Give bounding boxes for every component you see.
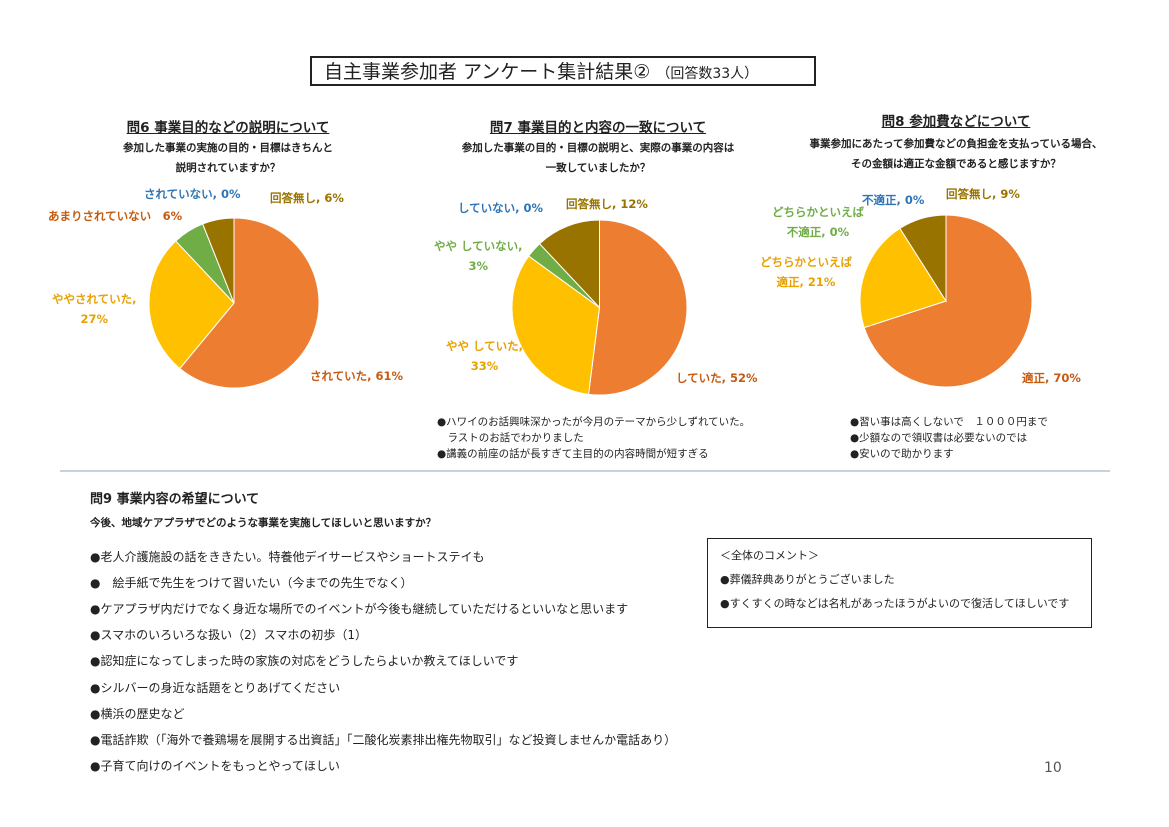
page-title: 自主事業参加者 アンケート集計結果② （回答数33人） bbox=[310, 56, 816, 86]
pie-slice bbox=[148, 240, 235, 370]
q8-label-unfair: 不適正, 0% bbox=[862, 190, 924, 210]
q8-label-fair-text: 適正, 70% bbox=[1022, 371, 1081, 385]
q7-label-slightly-not: やや していない, 3% bbox=[434, 236, 523, 276]
q7-question-line: 参加した事業の目的・目標の説明と、実際の事業の内容は bbox=[461, 142, 735, 154]
q8-label-somewhat-fair: どちらかといえば 適正, 21% bbox=[760, 252, 852, 292]
q8-note: ●習い事は高くしないで １０００円まで bbox=[850, 416, 1048, 428]
q8-note: ●少額なので領収書は必要ないのでは bbox=[850, 432, 1028, 444]
q6-label-somewhat: ややされていた, 27% bbox=[52, 289, 137, 329]
q7-question-line: 一致していましたか？ bbox=[545, 162, 651, 174]
q7-label-no-text: していない, 0% bbox=[458, 201, 544, 215]
q8-pie-chart bbox=[859, 214, 1033, 388]
q9-item: ●スマホのいろいろな扱い（2）スマホの初歩（1） bbox=[90, 628, 368, 642]
respondent-count: （回答数33人） bbox=[656, 66, 759, 82]
q8-label-somewhat-fair-line: どちらかといえば bbox=[760, 255, 852, 269]
q6-label-somewhat-line: ややされていた, bbox=[52, 292, 137, 306]
q8-label-somewhat-unfair-line: どちらかといえば bbox=[772, 205, 864, 219]
q6-pie-chart bbox=[148, 217, 320, 389]
q9-item: ●シルバーの身近な話題をとりあげてください bbox=[90, 681, 341, 695]
page-number: 10 bbox=[1044, 760, 1062, 776]
page-title-text: 自主事業参加者 アンケート集計結果② bbox=[324, 61, 651, 83]
overall-comment: ●葬儀辞典ありがとうございました bbox=[720, 573, 895, 586]
q8-label-unfair-text: 不適正, 0% bbox=[862, 193, 925, 207]
q8-label-somewhat-unfair: どちらかといえば 不適正, 0% bbox=[772, 202, 864, 242]
pie-slice bbox=[899, 214, 947, 303]
section-divider bbox=[60, 470, 1110, 472]
q7-label-slightly-not-line: やや していない, bbox=[434, 239, 523, 253]
q9-item: ●老人介護施設の話をききたい。特養他デイサービスやショートステイも bbox=[90, 550, 485, 564]
q6-question-line: 参加した事業の実施の目的・目標はきちんと bbox=[123, 142, 333, 154]
q8-label-somewhat-unfair-line: 不適正, 0% bbox=[786, 225, 850, 239]
q9-question: 今後、地域ケアプラザでどのような事業を実施してほしいと思いますか？ bbox=[90, 517, 437, 529]
q6-label-rarely-text: あまりされていない 6% bbox=[48, 209, 183, 223]
q6-label-no-text: されていない, 0% bbox=[144, 187, 241, 201]
q9-item: ●横浜の歴史など bbox=[90, 707, 185, 721]
q9-item: ●ケアプラザ内だけでなく身近な場所でのイベントが今後も継続していただけるといいな… bbox=[90, 602, 629, 616]
q8-question-line: その金額は適正な金額であると感じますか？ bbox=[851, 158, 1061, 170]
q7-note: ●ハワイのお話興味深かったが今月のテーマから少しずれていた。 bbox=[437, 416, 751, 428]
q7-pie-chart bbox=[511, 219, 688, 396]
q9-item: ●認知症になってしまった時の家族の対応をどうしたらよいか教えてほしいです bbox=[90, 654, 519, 668]
q6-label-rarely: あまりされていない 6% bbox=[48, 206, 182, 226]
q9-item: ●子育て向けのイベントをもっとやってほしい bbox=[90, 759, 340, 773]
q6-label-yes: されていた, 61% bbox=[310, 366, 403, 386]
q8-label-fair: 適正, 70% bbox=[1022, 368, 1081, 388]
q6-label-yes-text: されていた, 61% bbox=[310, 369, 404, 383]
q6-question-line: 説明されていますか？ bbox=[175, 162, 281, 174]
pie-slice bbox=[863, 214, 1033, 388]
overall-comments-title: ＜全体のコメント＞ bbox=[720, 549, 819, 562]
q7-question: 参加した事業の目的・目標の説明と、実際の事業の内容は 一致していましたか？ bbox=[462, 138, 735, 178]
q8-label-somewhat-fair-line: 適正, 21% bbox=[776, 275, 836, 289]
q6-title: 問6 事業目的などの説明について bbox=[126, 120, 330, 136]
q7-note: ラストのお話でわかりました bbox=[437, 432, 584, 444]
q6-label-no: されていない, 0% bbox=[144, 184, 241, 204]
q9-item: ●電話詐欺（「海外で養鶏場を展開する出資話」「二酸化炭素排出権先物取引」など投資… bbox=[90, 733, 677, 747]
q7-title: 問7 事業目的と内容の一致について bbox=[489, 120, 707, 136]
q8-question: 事業参加にあたって参加費などの負担金を支払っている場合、 その金額は適正な金額で… bbox=[810, 134, 1103, 174]
q8-label-no-answer-text: 回答無し, 9% bbox=[946, 187, 1020, 201]
q7-note: ●講義の前座の話が長すぎて主目的の内容時間が短すぎる bbox=[437, 448, 709, 460]
overall-comments-box: ＜全体のコメント＞ ●葬儀辞典ありがとうございました ●すくすくの時などは名札が… bbox=[707, 538, 1092, 628]
q6-label-no-answer: 回答無し, 6% bbox=[270, 188, 344, 208]
q6-label-somewhat-line: 27% bbox=[80, 312, 109, 326]
pie-slice bbox=[202, 217, 235, 304]
pie-slice bbox=[538, 219, 600, 309]
q9-item: ● 絵手紙で先生をつけて習いたい（今までの先生でなく） bbox=[90, 576, 413, 590]
q7-label-somewhat-line: 33% bbox=[470, 359, 499, 373]
q8-question-line: 事業参加にあたって参加費などの負担金を支払っている場合、 bbox=[809, 138, 1103, 150]
q7-label-somewhat: やや していた, 33% bbox=[446, 336, 523, 376]
q8-notes: ●習い事は高くしないで １０００円まで ●少額なので領収書は必要ないのでは ●安… bbox=[850, 414, 1048, 462]
pie-slice bbox=[587, 219, 688, 396]
q8-label-no-answer: 回答無し, 9% bbox=[946, 184, 1020, 204]
q8-title: 問8 参加費などについて bbox=[881, 114, 1031, 130]
q6-label-no-answer-text: 回答無し, 6% bbox=[270, 191, 344, 205]
q7-label-no: していない, 0% bbox=[458, 198, 543, 218]
q8-note: ●安いので助かります bbox=[850, 448, 954, 460]
q7-label-yes: していた, 52% bbox=[676, 368, 758, 388]
pie-slice bbox=[179, 217, 320, 389]
q7-label-no-answer: 回答無し, 12% bbox=[566, 194, 648, 214]
q7-label-somewhat-line: やや していた, bbox=[446, 339, 524, 353]
pie-slice bbox=[511, 255, 601, 395]
q6-question: 参加した事業の実施の目的・目標はきちんと 説明されていますか？ bbox=[123, 138, 333, 178]
overall-comment: ●すくすくの時などは名札があったほうがよいので復活してほしいです bbox=[720, 597, 1070, 610]
pie-slice bbox=[859, 227, 947, 329]
q7-label-yes-text: していた, 52% bbox=[676, 371, 758, 385]
q7-notes: ●ハワイのお話興味深かったが今月のテーマから少しずれていた。 ラストのお話でわか… bbox=[437, 414, 750, 462]
q7-label-slightly-not-line: 3% bbox=[468, 259, 489, 273]
q7-label-no-answer-text: 回答無し, 12% bbox=[566, 197, 648, 211]
q9-title: 問9 事業内容の希望について bbox=[90, 492, 260, 507]
